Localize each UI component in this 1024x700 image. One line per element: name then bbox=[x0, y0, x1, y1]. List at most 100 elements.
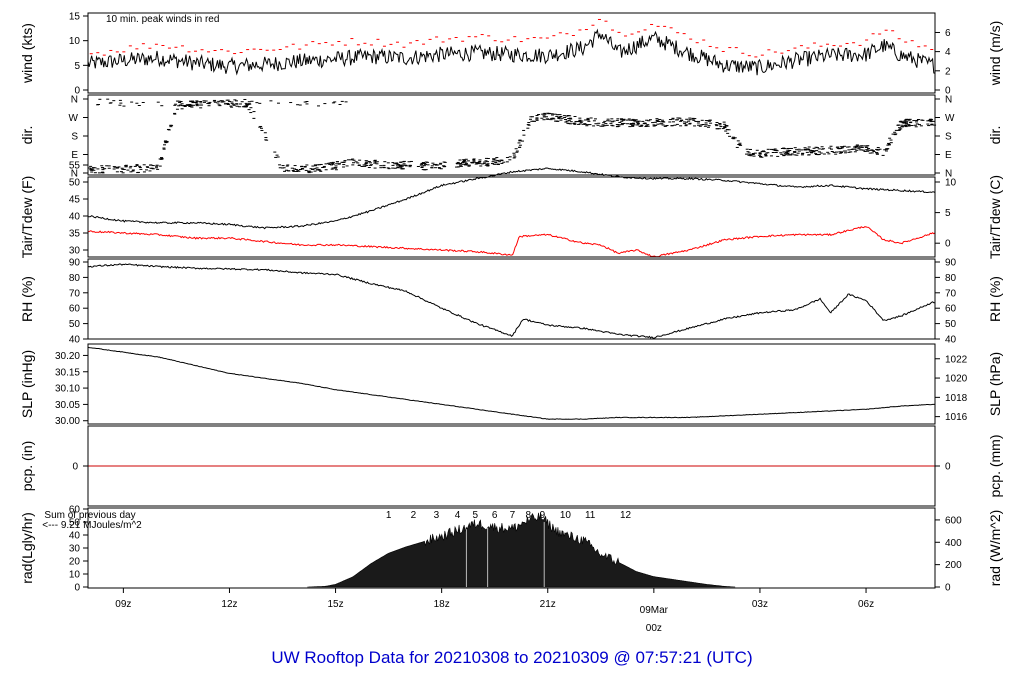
rad-left-tick-label: 40 bbox=[69, 531, 81, 542]
rh-left-tick-label: 70 bbox=[69, 288, 81, 299]
solar-hour-marker: 3 bbox=[434, 510, 440, 521]
time-tick-label: 03z bbox=[752, 599, 768, 610]
rh-right-axis-label: RH (%) bbox=[987, 276, 1003, 322]
rh-right-tick-label: 70 bbox=[945, 288, 957, 299]
slp-left-axis-label: SLP (inHg) bbox=[19, 350, 35, 418]
wind-left-tick-label: 15 bbox=[69, 12, 81, 23]
dir-right-tick-label: N bbox=[945, 169, 952, 180]
slp-left-tick-label: 30.00 bbox=[55, 416, 80, 427]
radiation-area bbox=[307, 512, 736, 588]
rh-left-tick-label: 80 bbox=[69, 273, 81, 284]
dir-right-tick-label: S bbox=[945, 132, 952, 143]
rad-right-tick-label: 400 bbox=[945, 538, 962, 549]
wind-panel-frame bbox=[87, 12, 936, 94]
rad-right-tick-label: 0 bbox=[945, 583, 951, 594]
rad-left-tick-label: 50 bbox=[69, 518, 81, 529]
temp-left-tick-label: 50 bbox=[69, 178, 81, 189]
wind-peak-annotation: 10 min. peak winds in red bbox=[106, 14, 219, 25]
temp-left-tick-label: 55 bbox=[69, 161, 81, 172]
temp-left-tick-label: 30 bbox=[69, 246, 81, 257]
pcp-left-axis-label: pcp. (in) bbox=[19, 441, 35, 492]
wind-left-axis-label: wind (kts) bbox=[19, 23, 35, 84]
rad-left-tick-label: 60 bbox=[69, 505, 81, 516]
solar-hour-marker: 2 bbox=[411, 510, 417, 521]
time-tick-label: 15z bbox=[327, 599, 343, 610]
temp-left-tick-label: 40 bbox=[69, 212, 81, 223]
solar-hour-marker: 1 bbox=[386, 510, 392, 521]
rh-right-tick-label: 90 bbox=[945, 258, 957, 269]
rh-left-tick-label: 50 bbox=[69, 319, 81, 330]
slp-left-tick-label: 30.10 bbox=[55, 384, 80, 395]
pcp-right-axis-label: pcp. (mm) bbox=[987, 435, 1003, 498]
solar-hour-marker: 6 bbox=[492, 510, 498, 521]
solar-hour-marker: 10 bbox=[560, 510, 572, 521]
sea-level-pressure-line bbox=[87, 346, 936, 420]
rh-right-tick-label: 40 bbox=[945, 335, 957, 346]
rad-left-tick-label: 10 bbox=[69, 570, 81, 581]
temp-right-tick-label: 5 bbox=[945, 208, 951, 219]
wind-right-axis-label: wind (m/s) bbox=[987, 21, 1003, 87]
air-temperature-line bbox=[88, 167, 936, 230]
rh-left-tick-label: 90 bbox=[69, 258, 81, 269]
solar-hour-marker: 12 bbox=[620, 510, 632, 521]
slp-right-tick-label: 1018 bbox=[945, 393, 968, 404]
rad-sum-annotation-line1: Sum of previous day bbox=[44, 510, 135, 521]
wind-right-tick-label: 0 bbox=[945, 86, 951, 97]
solar-hour-marker: 11 bbox=[585, 510, 596, 521]
wind-left-tick-label: 5 bbox=[74, 61, 80, 72]
dir-right-tick-label: N bbox=[945, 95, 952, 106]
time-tick-label: 12z bbox=[221, 599, 237, 610]
solar-hour-marker: 9 bbox=[540, 510, 546, 521]
slp-left-tick-label: 30.05 bbox=[55, 400, 80, 411]
direction-panel-frame bbox=[87, 94, 936, 176]
rad-left-tick-label: 20 bbox=[69, 557, 81, 568]
slp-right-tick-label: 1022 bbox=[945, 354, 968, 365]
rad-sum-annotation-line2: <--- 9.21 MJoules/m^2 bbox=[42, 520, 142, 531]
time-tick-label: 18z bbox=[434, 599, 450, 610]
rh-right-tick-label: 60 bbox=[945, 304, 957, 315]
solar-hour-marker: 7 bbox=[510, 510, 516, 521]
wind-right-tick-label: 6 bbox=[945, 28, 951, 39]
date-label-day: 09Mar bbox=[640, 605, 669, 616]
wind-left-tick-label: 10 bbox=[69, 36, 81, 47]
slp-right-tick-label: 1016 bbox=[945, 412, 968, 423]
rad-right-tick-label: 600 bbox=[945, 515, 962, 526]
solar-hour-marker: 8 bbox=[526, 510, 532, 521]
rh-right-tick-label: 50 bbox=[945, 319, 957, 330]
slp-left-tick-label: 30.15 bbox=[55, 367, 80, 378]
relative-humidity-line bbox=[87, 263, 935, 339]
temp-left-tick-label: 35 bbox=[69, 229, 81, 240]
solar-hour-marker: 5 bbox=[472, 510, 478, 521]
rh-right-tick-label: 80 bbox=[945, 273, 957, 284]
temp-right-axis-label: Tair/Tdew (C) bbox=[987, 175, 1003, 259]
dir-left-tick-label: W bbox=[69, 113, 79, 124]
dir-left-axis-label: dir. bbox=[19, 126, 35, 145]
dir-left-tick-label: S bbox=[71, 132, 78, 143]
wind-speed-line bbox=[87, 28, 936, 76]
dir-right-tick-label: E bbox=[945, 150, 952, 161]
temp-left-axis-label: Tair/Tdew (F) bbox=[19, 176, 35, 258]
footer-title: UW Rooftop Data for 20210308 to 20210309… bbox=[271, 648, 753, 667]
wind-right-tick-label: 2 bbox=[945, 66, 951, 77]
time-tick-label: 06z bbox=[858, 599, 874, 610]
dir-left-tick-label: E bbox=[71, 150, 78, 161]
dewpoint-line bbox=[87, 226, 936, 258]
rad-left-tick-label: 0 bbox=[74, 583, 80, 594]
rh-left-tick-label: 60 bbox=[69, 304, 81, 315]
solar-hour-marker: 4 bbox=[455, 510, 461, 521]
slp-right-tick-label: 1020 bbox=[945, 374, 968, 385]
temp-right-tick-label: 0 bbox=[945, 239, 951, 250]
rh-left-axis-label: RH (%) bbox=[19, 276, 35, 322]
wind-left-tick-label: 0 bbox=[74, 86, 80, 97]
temp-left-tick-label: 45 bbox=[69, 195, 81, 206]
slp-left-tick-label: 30.20 bbox=[55, 351, 80, 362]
pcp-left-tick-label: 0 bbox=[72, 462, 78, 473]
date-label-hour: 00z bbox=[646, 623, 662, 634]
dir-right-axis-label: dir. bbox=[987, 126, 1003, 145]
temperature-panel-frame bbox=[87, 176, 936, 258]
rad-left-tick-label: 30 bbox=[69, 544, 81, 555]
dir-left-tick-label: N bbox=[71, 95, 78, 106]
rh-panel-frame bbox=[87, 258, 936, 340]
rad-right-axis-label: rad (W/m^2) bbox=[987, 510, 1003, 587]
